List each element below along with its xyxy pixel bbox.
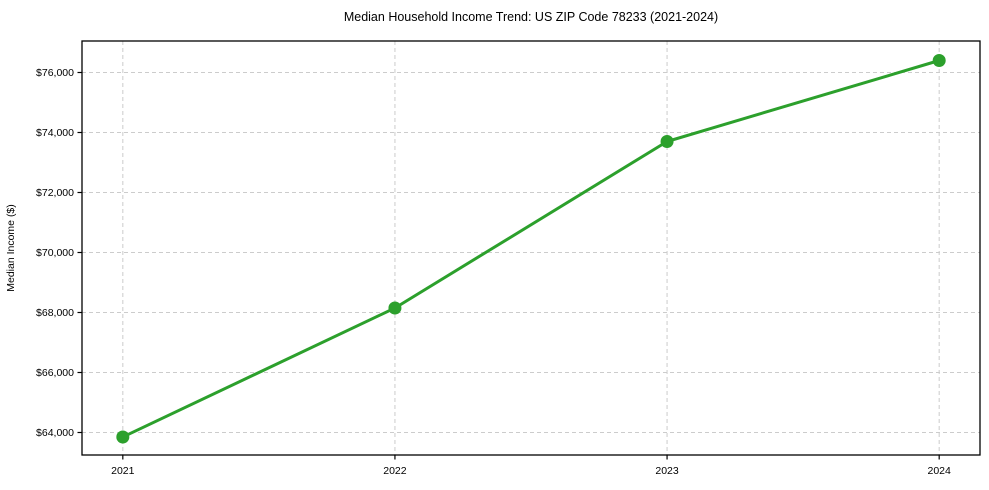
chart-title: Median Household Income Trend: US ZIP Co…	[344, 10, 718, 24]
axis-layer: $64,000 $66,000 $68,000 $70,000 $72,000 $74,0…	[36, 67, 951, 477]
series-line	[121, 59, 941, 439]
y-tick-label: $72,000	[36, 187, 74, 199]
plot-border	[81, 40, 981, 456]
data-point	[116, 430, 130, 444]
data-point	[932, 54, 946, 67]
x-tick-label: 2022	[383, 465, 407, 477]
y-tick-label: $76,000	[36, 67, 74, 79]
x-tick-label: 2021	[111, 465, 135, 477]
y-tick-label: $70,000	[36, 247, 74, 259]
x-tick-label: 2024	[928, 465, 952, 477]
grid-layer	[82, 41, 980, 455]
y-tick-label: $68,000	[36, 307, 74, 319]
series-layer	[116, 54, 946, 444]
data-point	[660, 135, 674, 148]
y-axis-label: Median Income ($)	[5, 204, 17, 292]
y-tick-label: $74,000	[36, 127, 74, 139]
data-point	[388, 301, 402, 315]
y-tick-label: $66,000	[36, 367, 74, 379]
x-tick-label: 2023	[655, 465, 679, 477]
y-tick-label: $64,000	[36, 427, 74, 439]
